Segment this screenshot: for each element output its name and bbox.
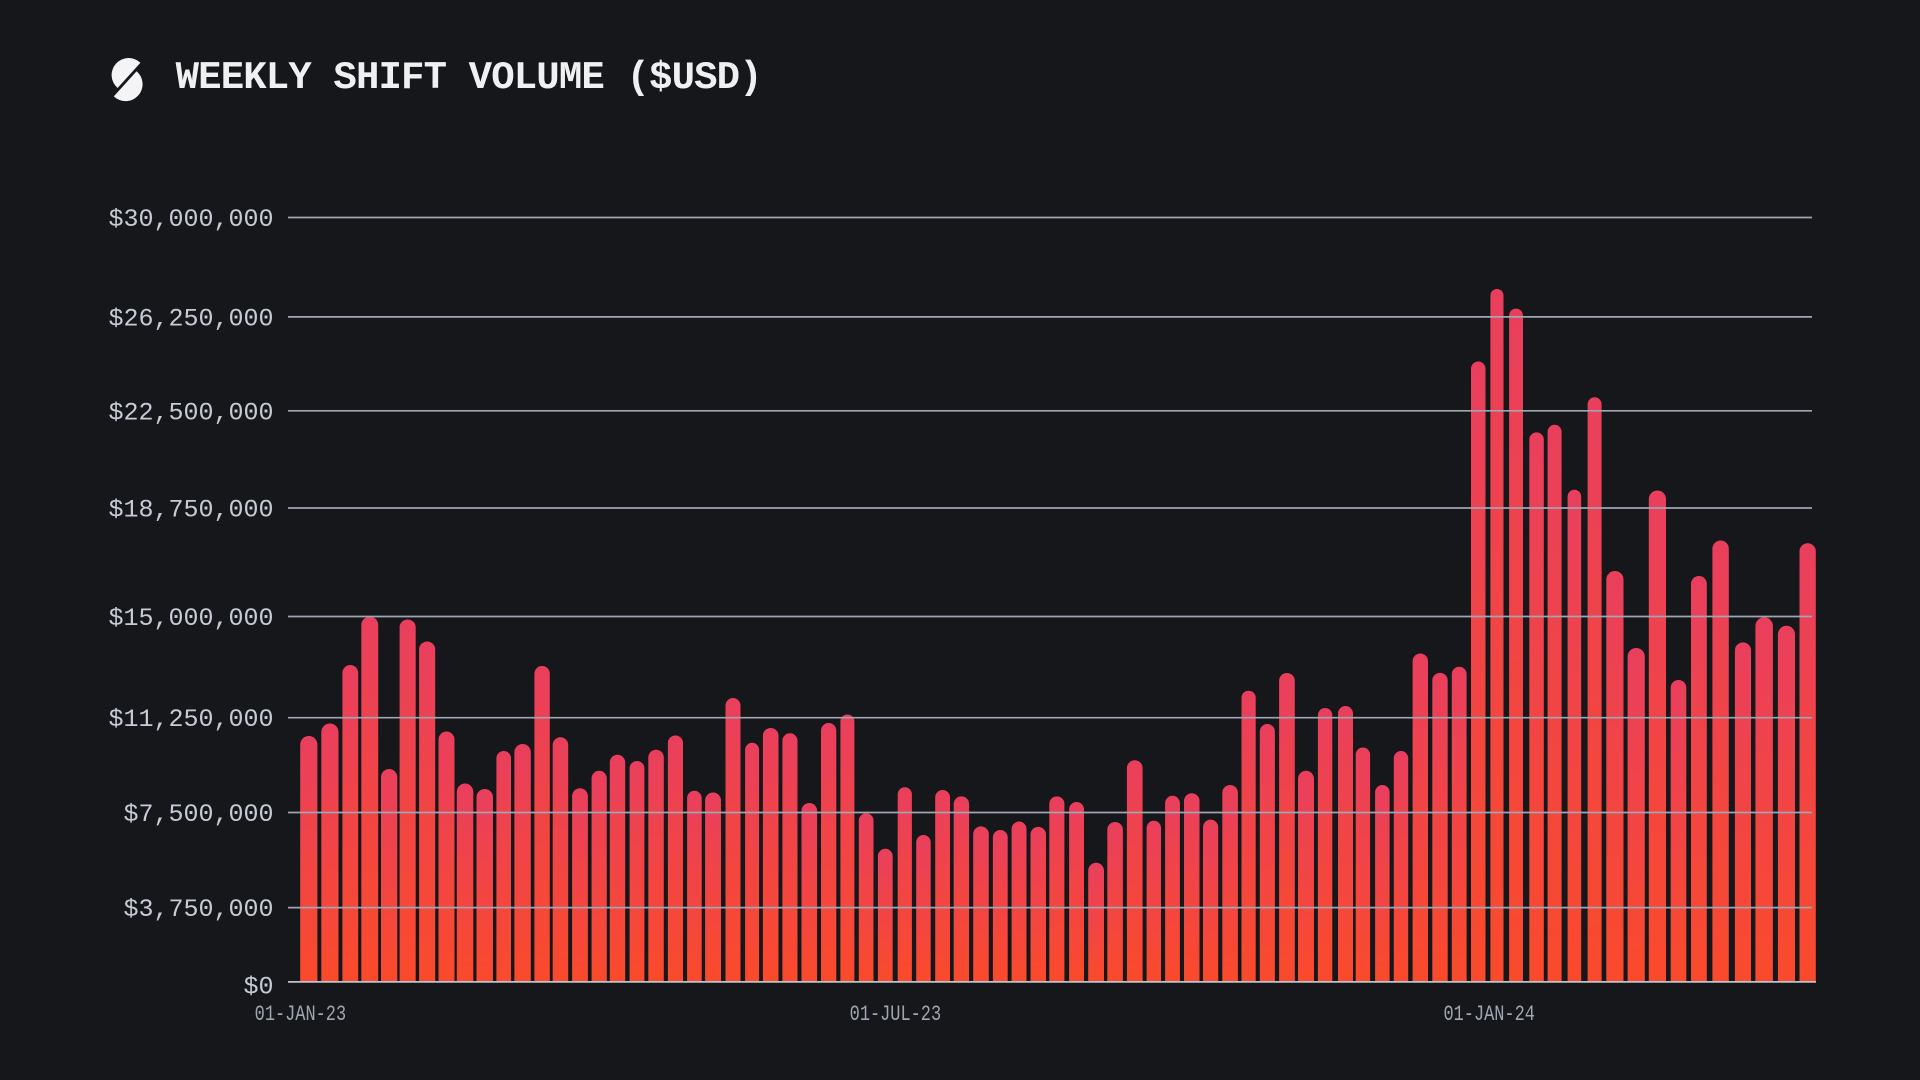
svg-text:$26,250,000: $26,250,000 (108, 304, 273, 333)
svg-text:$22,500,000: $22,500,000 (108, 398, 273, 427)
svg-text:WEEKLY SHIFT VOLUME ($USD): WEEKLY SHIFT VOLUME ($USD) (176, 56, 763, 100)
svg-text:01-JAN-23: 01-JAN-23 (255, 1002, 346, 1027)
svg-text:$0: $0 (243, 972, 273, 1001)
svg-text:01-JAN-24: 01-JAN-24 (1443, 1002, 1534, 1027)
svg-text:$3,750,000: $3,750,000 (123, 895, 273, 924)
svg-text:01-JUL-23: 01-JUL-23 (850, 1002, 941, 1027)
svg-text:$11,250,000: $11,250,000 (108, 705, 273, 734)
svg-text:$15,000,000: $15,000,000 (108, 604, 273, 633)
svg-text:$30,000,000: $30,000,000 (108, 205, 273, 234)
svg-text:$18,750,000: $18,750,000 (108, 496, 273, 525)
svg-text:$7,500,000: $7,500,000 (123, 800, 273, 829)
